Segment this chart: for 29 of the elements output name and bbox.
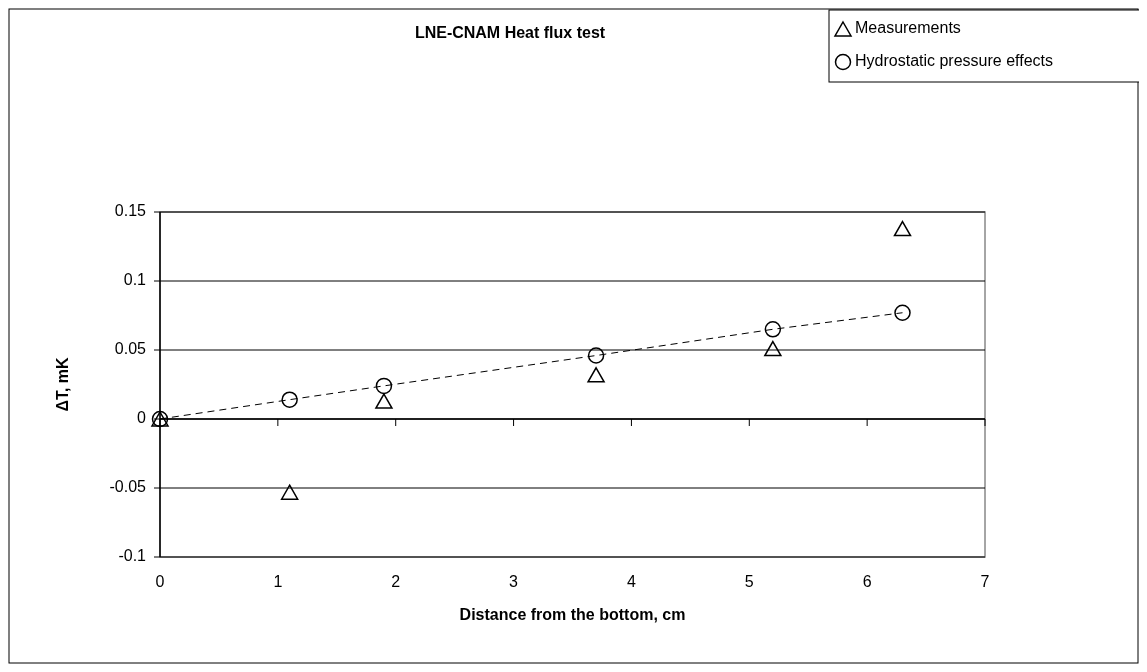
y-tick-label: -0.05 (109, 478, 147, 496)
x-tick-label: 3 (509, 573, 519, 590)
point (375, 377, 393, 395)
x-tick-label: 6 (862, 573, 872, 590)
y-tick-label: -0.1 (118, 547, 147, 565)
y-tick-label: 0.05 (114, 340, 147, 358)
point (375, 393, 393, 409)
point (280, 484, 299, 500)
point (587, 367, 605, 383)
x-tick-label: 5 (744, 573, 754, 590)
legend-label: Measurements (855, 19, 961, 37)
point (764, 321, 782, 338)
x-tick-label: 4 (626, 573, 636, 590)
legend-label: Hydrostatic pressure effects (855, 52, 1054, 70)
point (764, 340, 782, 357)
point (893, 220, 912, 237)
point (894, 304, 911, 321)
chart-title: LNE-CNAM Heat flux test (414, 24, 606, 41)
point (587, 347, 605, 364)
x-axis-title: Distance from the bottom, cm (459, 606, 686, 623)
y-tick-label: 0.1 (123, 271, 147, 289)
x-tick-label: 0 (155, 573, 165, 590)
x-tick-label: 7 (980, 573, 990, 590)
x-tick-label: 2 (391, 573, 401, 590)
y-axis-title: ΔT, mK (54, 356, 72, 412)
y-tick-label: 0 (137, 409, 147, 427)
y-tick-label: 0.15 (114, 202, 147, 220)
x-tick-label: 1 (273, 573, 283, 590)
point (281, 391, 298, 408)
